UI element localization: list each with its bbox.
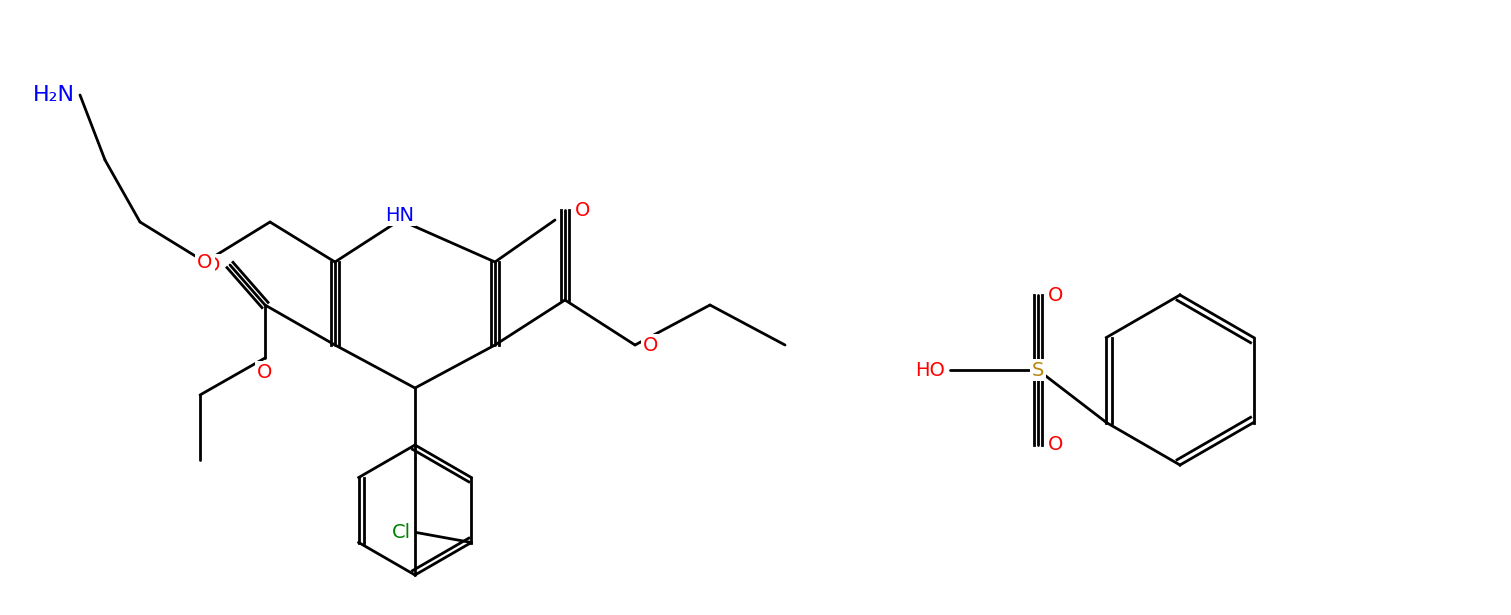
Text: HO: HO: [916, 360, 944, 379]
Text: O: O: [644, 336, 659, 354]
Text: H₂N: H₂N: [33, 85, 76, 105]
Text: O: O: [198, 253, 213, 271]
Text: S: S: [1032, 360, 1044, 379]
Text: O: O: [1049, 435, 1064, 454]
Text: O: O: [1049, 285, 1064, 304]
Text: O: O: [257, 363, 272, 382]
Text: Cl: Cl: [393, 523, 411, 542]
Text: O: O: [576, 200, 591, 220]
Text: O: O: [204, 255, 221, 274]
Text: HN: HN: [385, 205, 414, 224]
